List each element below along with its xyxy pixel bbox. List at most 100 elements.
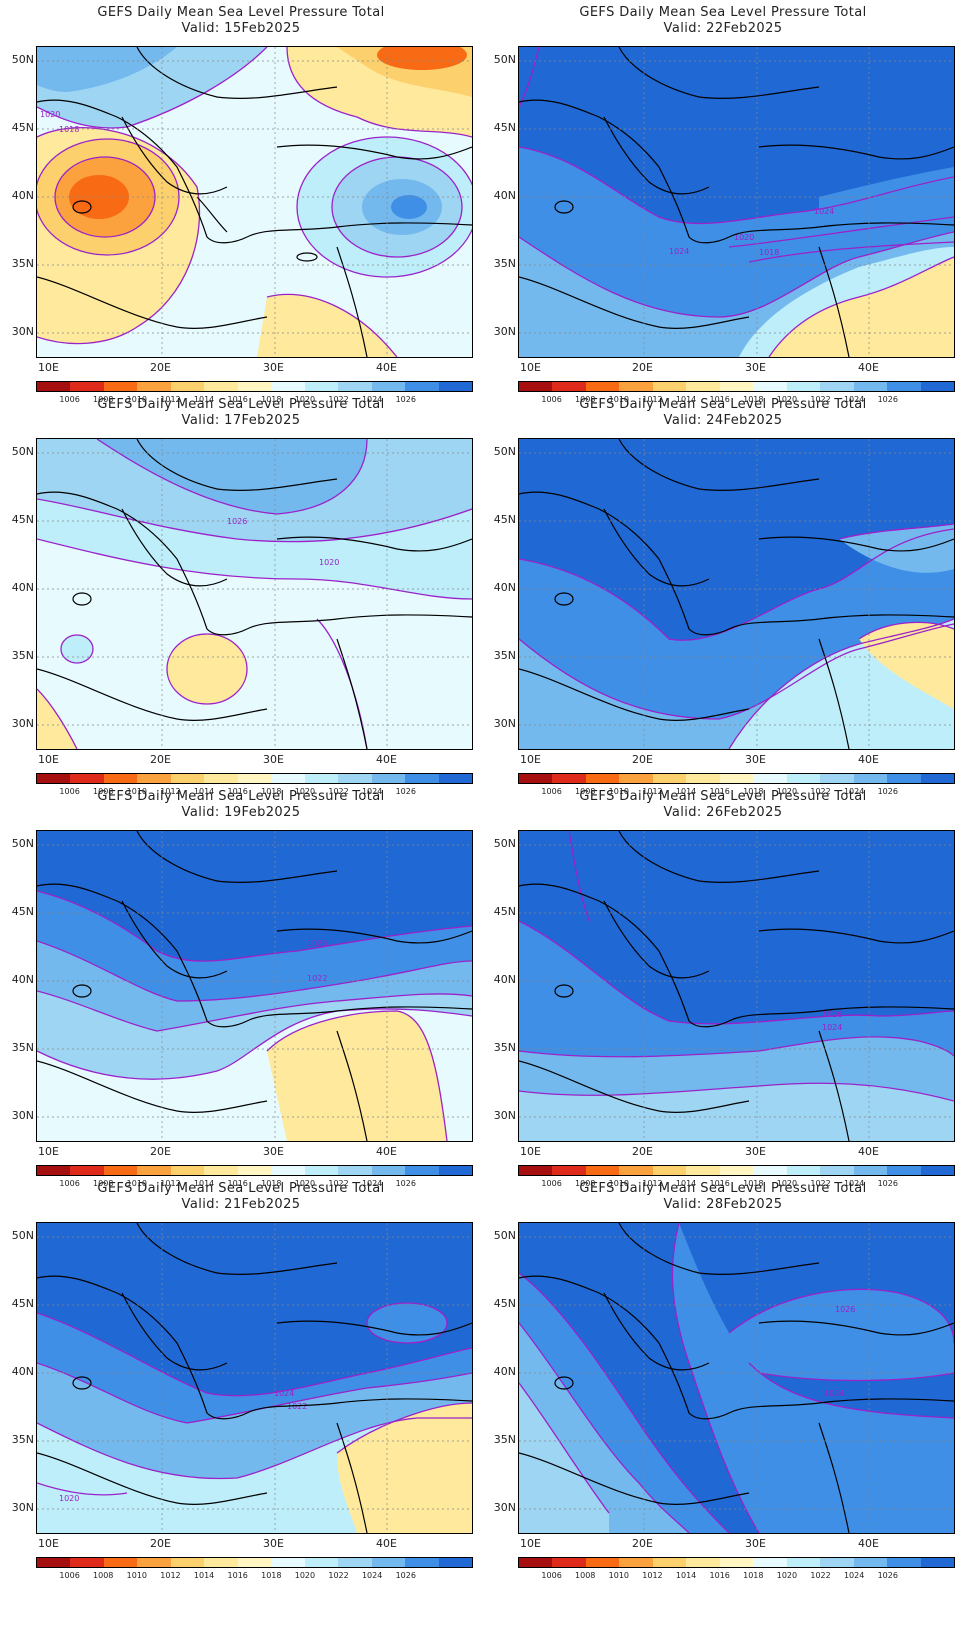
contour-label: 1020: [40, 110, 60, 119]
lat-label: 30N: [493, 325, 516, 338]
lon-label: 20E: [632, 361, 653, 374]
lon-label: 40E: [858, 1145, 879, 1158]
colorbar-label: 1008: [93, 787, 114, 796]
colorbar-swatch: [204, 1558, 238, 1567]
colorbar-label: 1020: [294, 1571, 316, 1580]
colorbar-label: 1010: [126, 395, 148, 404]
lat-label: 50N: [11, 445, 34, 458]
colorbar-label: 1010: [608, 787, 630, 796]
lat-label: 40N: [493, 1365, 516, 1378]
lat-label: 35N: [11, 649, 34, 662]
colorbar-swatch: [887, 774, 921, 783]
colorbar-label: 1012: [642, 1571, 663, 1580]
lon-label: 10E: [38, 1537, 59, 1550]
colorbar-label: 1010: [608, 395, 630, 404]
colorbar-swatch: [405, 1166, 439, 1175]
colorbar-label: 1022: [328, 1571, 349, 1580]
colorbar-label: 1014: [675, 1179, 697, 1188]
lon-label: 20E: [150, 361, 171, 374]
colorbar-swatch: [519, 1166, 553, 1175]
colorbar-label: 1008: [93, 1571, 114, 1580]
pressure-map: 1026 1022: [36, 830, 473, 1142]
panel-title: GEFS Daily Mean Sea Level Pressure Total: [579, 397, 867, 412]
colorbar-swatch: [585, 1166, 620, 1175]
contour-label: 1026: [835, 1305, 855, 1314]
colorbar-swatch: [405, 382, 439, 391]
colorbar-label: 1020: [294, 1179, 316, 1188]
colorbar-label: 1008: [575, 395, 596, 404]
lon-label: 40E: [376, 753, 397, 766]
colorbar-swatch: [103, 1166, 138, 1175]
lon-label: 30E: [263, 1145, 284, 1158]
lat-label: 35N: [11, 1041, 34, 1054]
colorbar-label: 1020: [776, 1179, 798, 1188]
colorbar-swatch: [405, 1558, 439, 1567]
colorbar-swatch: [137, 1166, 171, 1175]
colorbar-label: 1016: [227, 395, 248, 404]
colorbar-label: 1008: [575, 1179, 596, 1188]
contour-label: 1026: [227, 517, 247, 526]
colorbar-label: 1014: [193, 395, 215, 404]
colorbar: [518, 773, 955, 784]
panel-valid-date: Valid: 19Feb2025: [181, 805, 301, 820]
colorbar: [518, 1165, 955, 1176]
lon-label: 40E: [376, 361, 397, 374]
colorbar-label: 1020: [294, 395, 316, 404]
colorbar-swatch: [204, 774, 238, 783]
colorbar-label: 1010: [126, 1179, 148, 1188]
colorbar-swatch: [405, 774, 439, 783]
colorbar-swatch: [753, 382, 787, 391]
panel-title: GEFS Daily Mean Sea Level Pressure Total: [579, 5, 867, 20]
contour-label: 1022: [287, 1402, 307, 1411]
map-panel-22feb: GEFS Daily Mean Sea Level Pressure Total…: [482, 0, 964, 410]
lon-label: 40E: [376, 1145, 397, 1158]
lat-label: 45N: [493, 905, 516, 918]
colorbar-label: 1026: [395, 395, 416, 404]
colorbar-label: 1018: [261, 395, 282, 404]
colorbar-label: 1016: [227, 1571, 248, 1580]
lat-label: 45N: [11, 121, 34, 134]
colorbar-swatch: [619, 1558, 653, 1567]
contour-label: 1024: [274, 1389, 294, 1398]
lat-label: 35N: [11, 257, 34, 270]
colorbar-swatch: [37, 774, 71, 783]
colorbar-label: 1008: [93, 395, 114, 404]
colorbar-label: 1006: [541, 395, 562, 404]
lat-label: 45N: [11, 1297, 34, 1310]
lon-label: 30E: [745, 1537, 766, 1550]
lat-label: 50N: [493, 1229, 516, 1242]
pressure-map: 1020 1018: [36, 46, 473, 358]
colorbar-swatch: [853, 1166, 888, 1175]
colorbar-swatch: [37, 382, 71, 391]
lon-label: 20E: [632, 1537, 653, 1550]
contour-label: 1024: [669, 247, 689, 256]
colorbar-swatch: [820, 382, 854, 391]
colorbar-label: 1018: [743, 1179, 764, 1188]
colorbar-swatch: [619, 774, 653, 783]
colorbar: [518, 1557, 955, 1568]
lat-label: 30N: [493, 1501, 516, 1514]
contour-label: 1020: [59, 1494, 79, 1503]
lon-label: 10E: [520, 1537, 541, 1550]
colorbar-label: 1018: [261, 787, 282, 796]
lon-label: 40E: [858, 753, 879, 766]
colorbar-swatch: [920, 1166, 955, 1175]
colorbar-swatch: [304, 1166, 339, 1175]
contour-label: 1020: [319, 558, 339, 567]
colorbar-swatch: [686, 1558, 720, 1567]
lat-label: 40N: [493, 973, 516, 986]
colorbar-label: 1014: [675, 395, 697, 404]
colorbar-swatch: [103, 774, 138, 783]
colorbar-swatch: [820, 1558, 854, 1567]
colorbar-swatch: [271, 774, 305, 783]
lat-label: 45N: [11, 905, 34, 918]
colorbar-swatch: [753, 774, 787, 783]
panel-title: GEFS Daily Mean Sea Level Pressure Total: [579, 789, 867, 804]
colorbar-label: 1006: [59, 1571, 80, 1580]
colorbar-swatch: [686, 382, 720, 391]
colorbar-swatch: [552, 1558, 586, 1567]
colorbar-swatch: [652, 1166, 687, 1175]
panel-valid-date: Valid: 17Feb2025: [181, 413, 301, 428]
lon-label: 10E: [520, 753, 541, 766]
colorbar-label: 1026: [877, 1179, 898, 1188]
